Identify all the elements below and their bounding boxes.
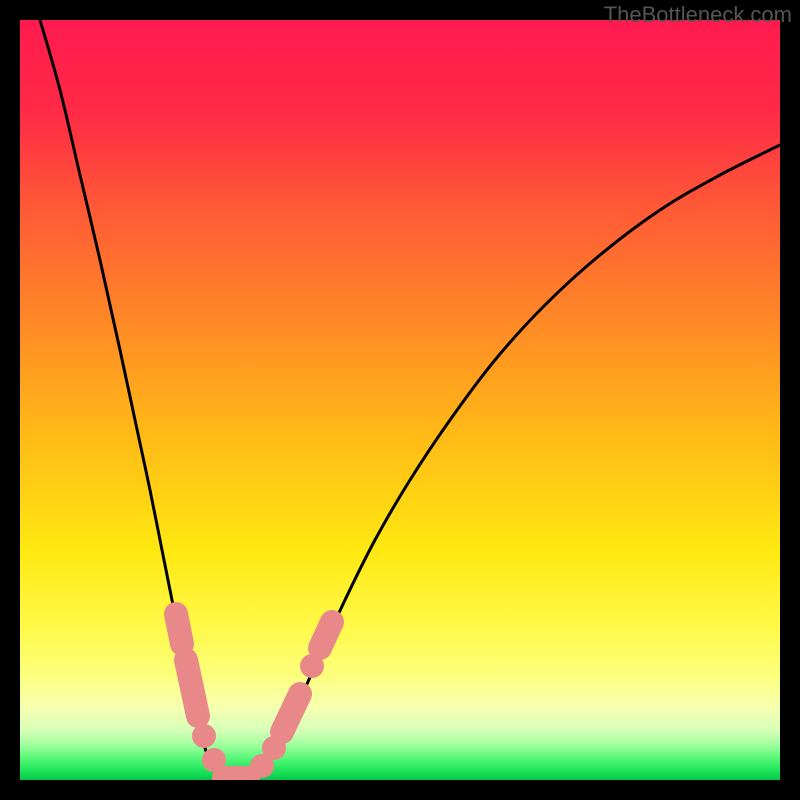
bottleneck-chart — [0, 0, 800, 800]
marker-capsule-0 — [176, 614, 182, 644]
attribution-label: TheBottleneck.com — [604, 2, 792, 28]
chart-background-gradient — [20, 20, 780, 780]
marker-capsule-1 — [186, 660, 198, 716]
marker-capsule-9 — [320, 622, 332, 648]
marker-capsule-7 — [282, 694, 300, 732]
chart-container: TheBottleneck.com — [0, 0, 800, 800]
marker-round-2 — [192, 724, 216, 748]
